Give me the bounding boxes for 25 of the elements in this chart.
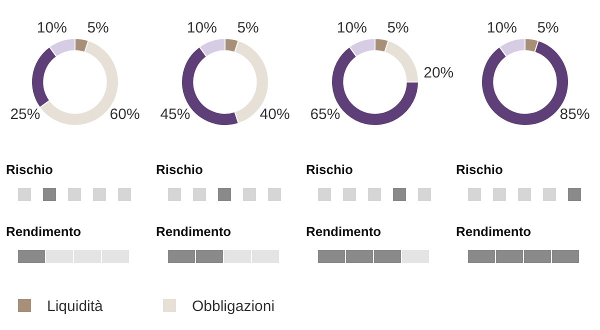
data-label: 25% (10, 106, 40, 123)
data-label: 5% (537, 20, 559, 37)
data-label: 20% (424, 64, 454, 82)
data-label: 40% (260, 106, 290, 123)
legend-label: Obbligazioni (191, 298, 275, 315)
data-label: 10% (36, 20, 67, 37)
text: Rischio (306, 162, 353, 177)
text: Rendimento (456, 224, 532, 239)
text: Rischio (156, 162, 203, 177)
data-label: 85% (560, 106, 590, 123)
text: Rendimento (156, 224, 232, 239)
data-label: 5% (237, 20, 259, 37)
data-label: 65% (310, 106, 340, 123)
data-label: 5% (387, 20, 409, 37)
text: Rischio (456, 162, 503, 177)
data-label: 10% (336, 20, 367, 37)
data-label: 10% (486, 20, 517, 37)
data-label: 10% (186, 20, 217, 37)
text: Rendimento (6, 224, 82, 239)
text: Rischio (6, 162, 53, 177)
data-label: 5% (87, 20, 109, 37)
data-label: 45% (160, 106, 190, 123)
data-label: 60% (110, 106, 140, 123)
legend-label: Liquidità (46, 298, 103, 315)
text: Rendimento (306, 224, 382, 239)
